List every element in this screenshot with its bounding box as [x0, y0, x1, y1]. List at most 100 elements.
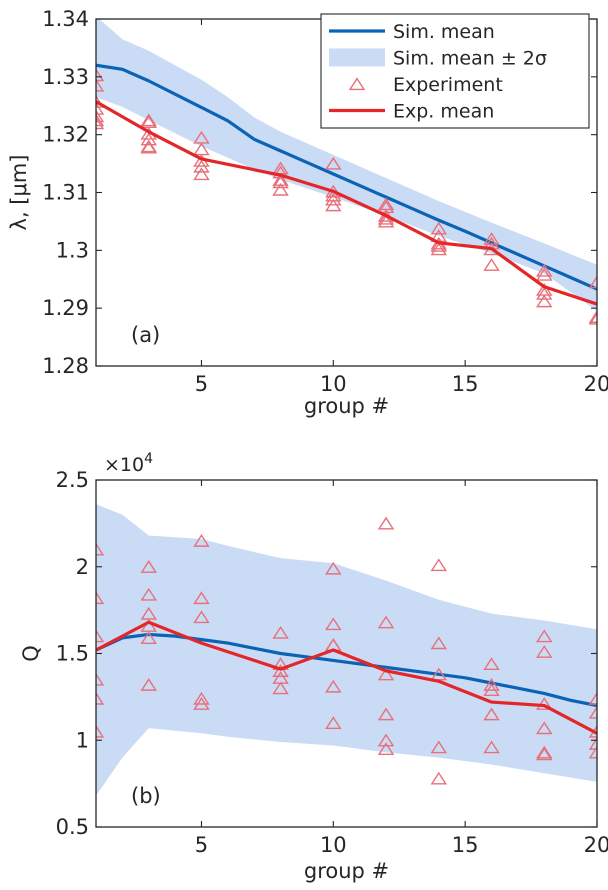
x-tick-label: 15 — [452, 833, 479, 857]
y-tick-label: 1.5 — [56, 642, 89, 666]
experiment-point — [377, 516, 395, 530]
panel-label: (b) — [131, 784, 161, 808]
y-tick-label: 2.5 — [56, 468, 89, 492]
experiment-point — [588, 311, 597, 325]
x-axis-label: group # — [304, 859, 389, 883]
experiment-point — [377, 214, 395, 228]
experiment-point — [96, 68, 105, 82]
experiment-point — [325, 617, 342, 631]
y-tick-label: 1.34 — [42, 7, 89, 31]
y-tick-label: 1.29 — [42, 296, 89, 320]
y-tick-label: 1.33 — [42, 65, 89, 89]
experiment-point — [430, 221, 448, 235]
experiment-point — [193, 167, 210, 181]
experiment-point — [536, 267, 553, 281]
panel-label: (a) — [131, 323, 160, 347]
chart-panel-b: 5 10 15 20 0.5 1 1.5 2 2.5 group # Q (b) ×104 — [19, 451, 608, 883]
experiment-point — [536, 745, 553, 759]
experiment-point — [193, 534, 210, 547]
legend-entry-label: Sim. mean — [393, 21, 495, 43]
experiment-point — [193, 697, 210, 710]
experiment-point — [377, 707, 395, 721]
y-axis-label: Q — [19, 645, 43, 662]
experiment-point — [96, 113, 105, 127]
experiment-point — [96, 691, 105, 705]
experiment-point — [96, 95, 105, 108]
experiment-point — [96, 591, 105, 605]
y-exponent-label: ×104 — [104, 451, 153, 476]
x-tick-label: 20 — [584, 372, 608, 396]
legend: Sim. mean Sim. mean ± 2σ Experiment Exp. me… — [320, 13, 590, 129]
x-tick-label: 10 — [320, 833, 347, 857]
legend-entry-label: Sim. mean ± 2σ — [393, 48, 547, 70]
x-tick-label: 5 — [195, 372, 208, 396]
experiment-point — [430, 239, 448, 252]
experiment-point — [193, 591, 210, 605]
experiment-point — [483, 678, 500, 691]
experiment-point — [325, 679, 342, 693]
experiment-point — [588, 275, 597, 289]
y-tick-label: 1.28 — [42, 354, 89, 378]
legend-entry-label: Experiment — [393, 74, 503, 96]
exponent-base: ×10 — [104, 454, 144, 476]
sim-mean-line — [96, 63, 597, 291]
experiment-point — [536, 263, 553, 277]
experiment-point — [272, 182, 289, 196]
experiment-point — [140, 132, 157, 146]
y-tick-label: 0.5 — [56, 815, 89, 839]
experiment-point — [536, 721, 553, 735]
experiment-point — [588, 310, 597, 323]
plot-area — [96, 504, 597, 796]
y-tick-label: 1 — [76, 728, 89, 752]
x-tick-label: 10 — [320, 372, 347, 396]
experiment-point — [483, 657, 500, 671]
experiment-point — [96, 724, 105, 738]
experiment-point — [193, 159, 210, 173]
experiment-point — [430, 558, 448, 572]
experiment-point — [325, 156, 342, 170]
experiment-point — [272, 681, 289, 695]
experiment-point — [536, 629, 553, 643]
experiment-point — [272, 664, 289, 677]
exponent-power: 4 — [144, 451, 153, 467]
x-tick-label: 20 — [584, 833, 608, 857]
experiment-point — [193, 610, 210, 624]
experiment-point — [325, 561, 342, 575]
experiment-point — [588, 691, 597, 705]
experiment-point — [140, 587, 157, 601]
y-tick-label: 1.31 — [42, 181, 89, 205]
x-tick-label: 15 — [452, 372, 479, 396]
experiment-point — [430, 636, 448, 650]
experiment-point — [140, 606, 157, 620]
experiment-point — [483, 683, 500, 697]
experiment-point — [96, 116, 105, 130]
experiment-point — [96, 542, 105, 556]
experiment-point — [325, 192, 342, 206]
experiment-point — [483, 740, 500, 754]
x-axis-label: group # — [304, 394, 389, 418]
legend-swatch-band — [329, 48, 385, 67]
experiment-point — [430, 740, 448, 754]
sim-band-area — [96, 504, 597, 796]
experiment-point — [325, 716, 342, 729]
experiment-point — [536, 294, 553, 308]
plot-area — [96, 19, 597, 325]
experiment-point — [140, 560, 157, 573]
experiment-point — [588, 705, 597, 719]
x-tick-label: 5 — [195, 833, 208, 857]
experiment-point — [140, 140, 157, 154]
experiment-point — [588, 737, 597, 750]
experiment-point — [588, 745, 597, 759]
experiment-point — [140, 678, 157, 691]
y-tick-label: 1.3 — [56, 238, 89, 262]
experiment-point — [430, 771, 448, 785]
experiment-point — [140, 631, 157, 644]
sim-mean-line — [96, 632, 597, 708]
y-axis-label: λ, [μm] — [7, 155, 31, 231]
experiment-point — [272, 625, 289, 639]
experiment-point — [483, 258, 500, 271]
legend-swatch-marker — [348, 77, 366, 91]
exp-mean-line — [96, 620, 597, 735]
experiment-point — [536, 747, 553, 761]
